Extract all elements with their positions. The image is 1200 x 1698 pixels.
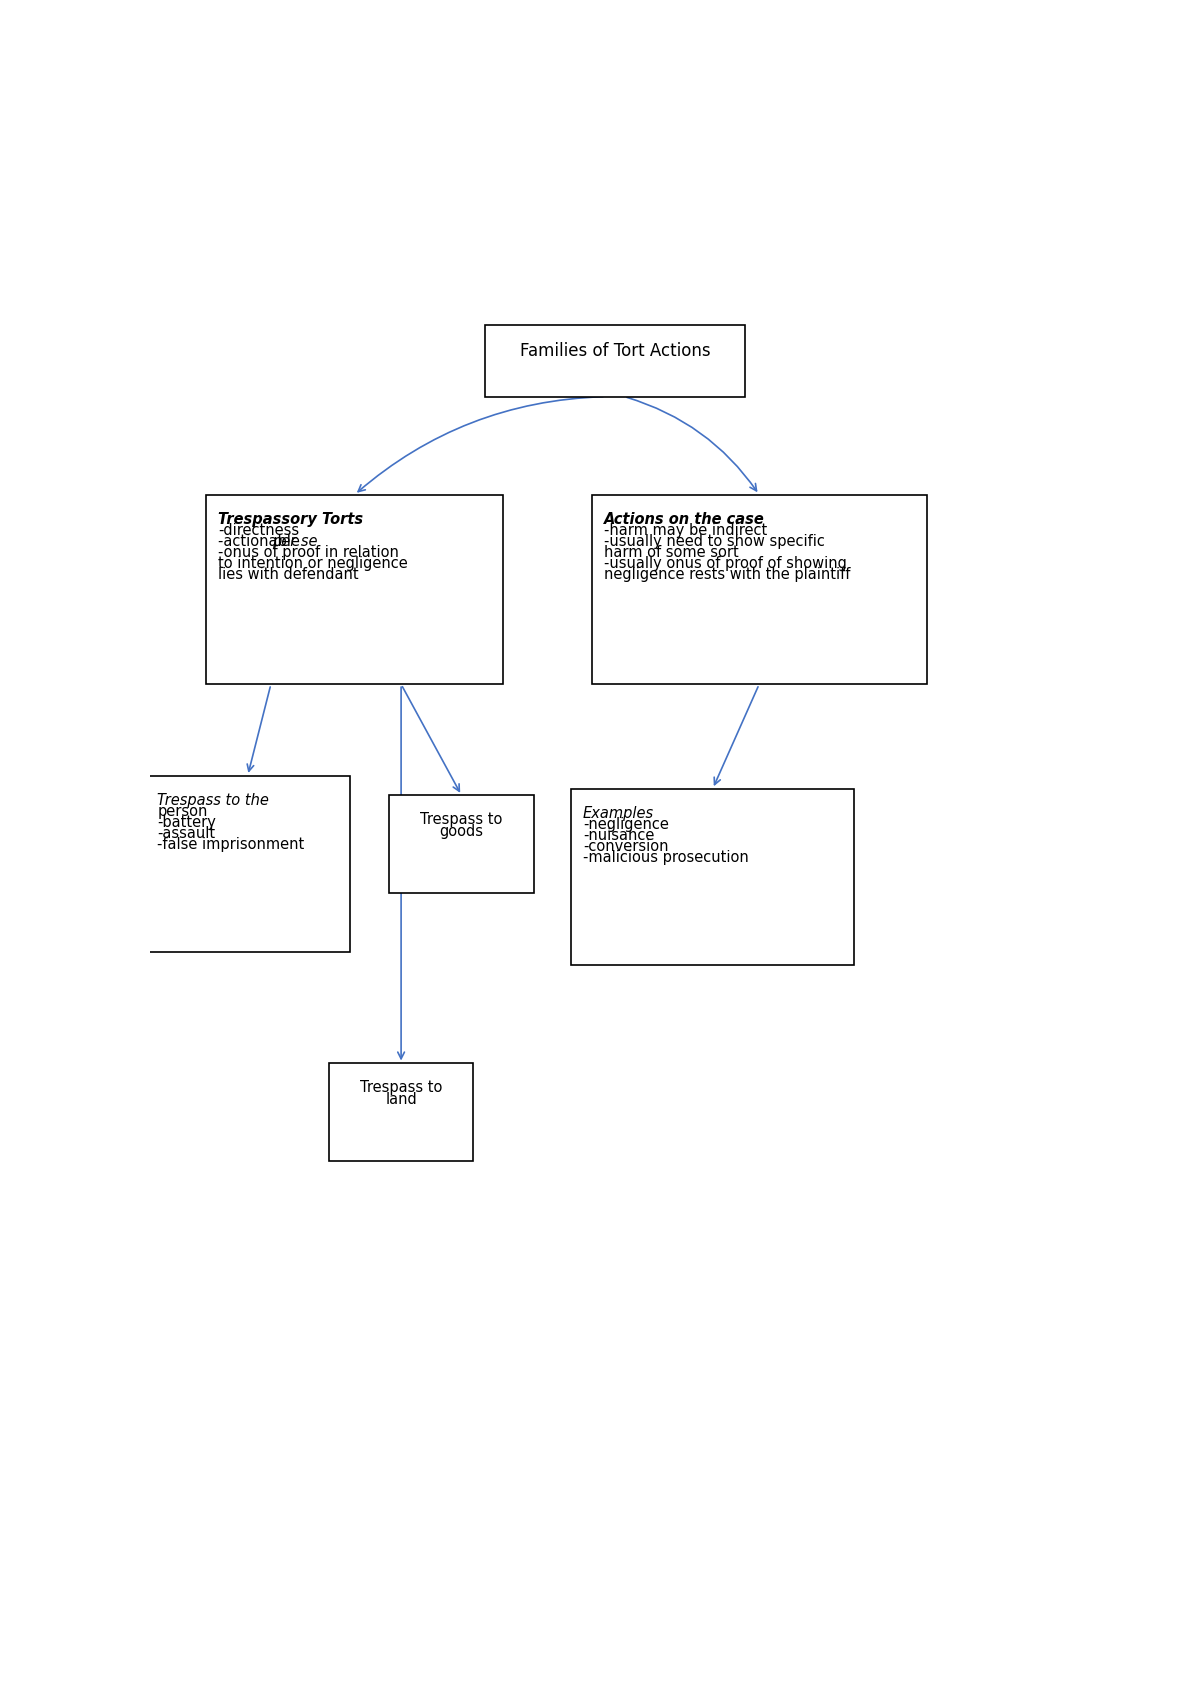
Text: Examples: Examples [583,807,654,820]
FancyBboxPatch shape [206,494,504,684]
FancyBboxPatch shape [390,795,534,893]
Text: -conversion: -conversion [583,839,668,854]
Text: goods: goods [439,824,484,839]
Text: -actionable: -actionable [218,533,305,548]
Text: person: person [157,803,208,818]
Text: Actions on the case: Actions on the case [604,511,764,526]
FancyBboxPatch shape [571,790,854,966]
FancyBboxPatch shape [145,776,350,953]
Text: Trespass to the: Trespass to the [157,793,269,808]
FancyBboxPatch shape [592,494,926,684]
Text: per se: per se [271,533,317,548]
Text: -usually onus of proof of showing: -usually onus of proof of showing [604,557,847,571]
Text: Trespass to: Trespass to [420,812,503,827]
Text: -false imprisonment: -false imprisonment [157,837,305,852]
Text: -negligence: -negligence [583,817,668,832]
Text: -directness: -directness [218,523,299,538]
Text: -usually need to show specific: -usually need to show specific [604,533,824,548]
Text: land: land [385,1092,416,1107]
Text: -nuisance: -nuisance [583,829,654,844]
Text: -battery: -battery [157,815,216,830]
FancyBboxPatch shape [485,324,745,397]
Text: -onus of proof in relation: -onus of proof in relation [218,545,398,560]
FancyBboxPatch shape [329,1063,473,1161]
Text: -malicious prosecution: -malicious prosecution [583,851,749,866]
Text: Families of Tort Actions: Families of Tort Actions [520,341,710,360]
Text: lies with defendant: lies with defendant [218,567,359,582]
Text: Trespass to: Trespass to [360,1080,443,1095]
Text: to intention or negligence: to intention or negligence [218,557,408,571]
Text: Trespassory Torts: Trespassory Torts [218,511,364,526]
Text: negligence rests with the plaintiff: negligence rests with the plaintiff [604,567,851,582]
Text: -harm may be indirect: -harm may be indirect [604,523,767,538]
Text: -assault: -assault [157,827,216,841]
Text: harm of some sort: harm of some sort [604,545,738,560]
